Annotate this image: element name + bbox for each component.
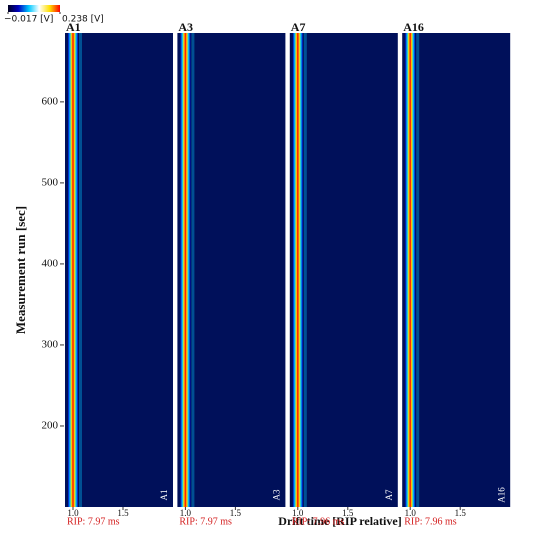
rip-note: RIP: 7.97 ms bbox=[67, 516, 120, 527]
heatmap-panel bbox=[65, 33, 173, 507]
panel-corner-label: A3 bbox=[271, 489, 281, 500]
panel-title: A7 bbox=[291, 20, 306, 34]
panel-corner-label: A16 bbox=[496, 487, 506, 503]
panel-title: A16 bbox=[403, 20, 424, 34]
rip-tail bbox=[191, 33, 195, 507]
x-tick-label: 1.5 bbox=[230, 508, 242, 518]
x-tick-label: 1.5 bbox=[455, 508, 467, 518]
rip-note: RIP: 7.96 ms bbox=[404, 516, 457, 527]
heatmap-panel bbox=[289, 33, 398, 507]
rip-line bbox=[292, 33, 303, 507]
colorbar-label: −0.017 [V] bbox=[4, 15, 53, 25]
y-tick-label: 200 bbox=[42, 420, 59, 432]
x-tick-label: 1.5 bbox=[342, 508, 354, 518]
panel-title: A1 bbox=[66, 20, 81, 34]
rip-line bbox=[68, 33, 78, 507]
colorbar-label: 0.238 [V] bbox=[62, 15, 104, 25]
rip-note: RIP: 7.97 ms bbox=[179, 516, 232, 527]
rip-note: RIP: 7.96 ms bbox=[292, 516, 345, 527]
x-tick-label: 1.0 bbox=[67, 508, 79, 518]
panel-corner-label: A7 bbox=[384, 489, 394, 500]
panel-title: A3 bbox=[178, 20, 193, 34]
y-axis-label: Measurement run [sec] bbox=[13, 206, 28, 334]
rip-tail bbox=[416, 33, 420, 507]
y-tick-label: 300 bbox=[42, 338, 59, 350]
x-tick-label: 1.0 bbox=[180, 508, 192, 518]
x-tick-label: 1.0 bbox=[405, 508, 417, 518]
y-tick-label: 600 bbox=[42, 95, 59, 107]
rip-tail bbox=[79, 33, 82, 507]
panel-corner-label: A1 bbox=[159, 490, 169, 501]
y-tick-label: 400 bbox=[42, 257, 59, 269]
rip-line bbox=[180, 33, 191, 507]
heatmap-panel bbox=[177, 33, 286, 507]
rip-tail bbox=[303, 33, 307, 507]
heatmap-panel bbox=[402, 33, 511, 507]
x-tick-label: 1.5 bbox=[117, 508, 129, 518]
rip-line bbox=[405, 33, 416, 507]
colorbar bbox=[8, 5, 60, 12]
x-tick-label: 1.0 bbox=[292, 508, 304, 518]
y-tick-label: 500 bbox=[42, 176, 59, 188]
x-axis-label: Drift time [RIP relative] bbox=[278, 514, 401, 528]
